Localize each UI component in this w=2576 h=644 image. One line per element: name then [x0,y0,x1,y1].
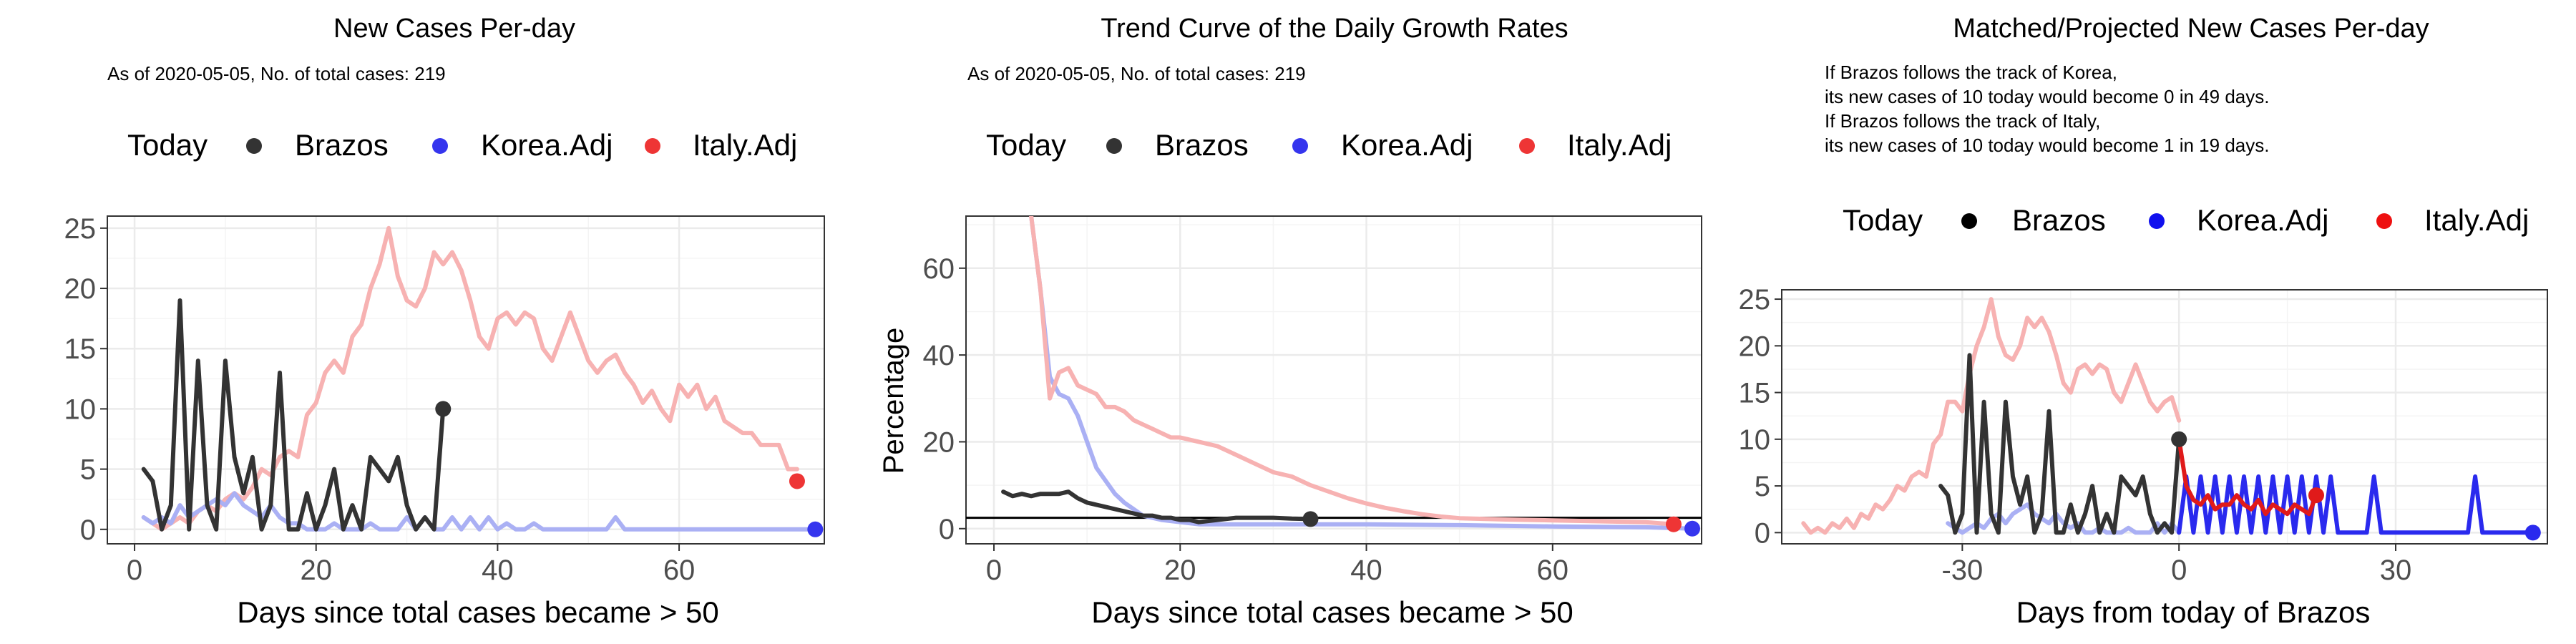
x-axis-title: Days since total cases became > 50 [237,595,719,629]
today-point-italy-adj [789,473,805,489]
y-tick-label: 20 [923,426,955,458]
x-tick-label: 0 [127,555,142,586]
series-line-italy-adj [1801,297,2182,535]
legend-label-korea: Korea.Adj [2197,203,2328,237]
panel-border [107,215,825,545]
plot-area: 0 20 40 60 0 5 10 15 20 25 [64,213,825,586]
chart-subtitle-line: As of 2020-05-05, No. of total cases: 21… [107,63,446,84]
series-line-brazos [1938,353,2182,535]
y-tick-label: 5 [80,454,96,486]
series-line-korea-adj [1946,502,2182,535]
legend-key-korea [2149,213,2165,229]
series-line-korea-adj [141,491,818,532]
x-tick-label: 0 [2171,555,2187,586]
y-tick-label: 10 [64,394,97,425]
legend-label-italy: Italy.Adj [2424,203,2529,237]
y-tick-label: 40 [923,340,955,371]
y-axis-title: Percentage [878,328,909,474]
panel-new-cases: New Cases Per-day As of 2020-05-05, No. … [64,14,825,629]
y-tick-label: 25 [1739,284,1771,316]
y-tick-label: 15 [1739,378,1771,409]
today-point-italy-adj [1665,516,1682,532]
series-layer [966,216,1702,531]
legend-key-italy [2376,213,2392,229]
legend-title: Today [127,128,208,162]
chart-subtitle-line: its new cases of 10 today would become 1… [1825,135,2269,156]
legend: Today Brazos Korea.Adj Italy.Adj [127,128,797,162]
x-tick-label: 20 [300,555,332,586]
y-tick-label: 5 [1755,471,1770,502]
today-point-korea-adj [807,521,824,537]
legend-key-brazos [246,138,262,154]
today-point-italy-adj-projection [2308,487,2324,504]
y-tick-label: 0 [1755,517,1770,549]
y-tick-label: 25 [64,213,97,245]
legend-key-italy [645,138,660,154]
legend-key-korea [1292,138,1308,154]
chart-subtitle-line: If Brazos follows the track of Korea, [1825,62,2117,83]
series-line-italy-adj-projection [2177,436,2318,517]
y-tick-label: 60 [923,253,955,285]
chart-subtitle-line: As of 2020-05-05, No. of total cases: 21… [967,63,1306,84]
legend-label-korea: Korea.Adj [481,128,613,162]
x-tick-label: 0 [986,555,1002,586]
chart-title: New Cases Per-day [333,14,575,44]
x-axis-title: Days from today of Brazos [2016,595,2371,629]
today-point-korea-adj [1684,520,1700,537]
plot-area: 0 20 40 60 0 20 40 60 [923,215,1702,586]
legend: Today Brazos Korea.Adj Italy.Adj [986,128,1672,162]
chart-title: Trend Curve of the Daily Growth Rates [1101,14,1568,44]
chart-title: Matched/Projected New Cases Per-day [1953,14,2429,44]
panel-border [965,215,1702,545]
series-line-italy-adj [141,225,799,532]
legend-key-brazos [1961,213,1977,229]
y-tick-label: 10 [1739,424,1771,456]
panel-projected-cases: Matched/Projected New Cases Per-day If B… [1739,14,2548,629]
x-tick-label: 60 [1537,555,1569,586]
series-layer [141,225,818,532]
legend-label-brazos: Brazos [2012,203,2106,237]
series-line-korea-adj-projection [2177,474,2535,535]
x-tick-label: -30 [1941,555,1983,586]
y-tick-label: 0 [80,514,96,546]
series-layer [1801,297,2535,535]
series-line-italy-adj [1029,216,1676,527]
legend-title: Today [986,128,1066,162]
today-point-korea-adj-projection [2524,525,2541,541]
legend-key-brazos [1106,138,1122,154]
series-line-brazos [141,298,446,532]
today-point-brazos [1302,511,1319,527]
legend-label-korea: Korea.Adj [1341,128,1473,162]
y-tick-label: 0 [939,514,955,545]
panel-border [1781,289,2548,545]
legend-label-brazos: Brazos [295,128,389,162]
series-line-korea-adj [1029,216,1694,531]
y-tick-label: 20 [64,273,97,305]
chart-subtitle-line: its new cases of 10 today would become 0… [1825,86,2269,107]
x-tick-label: 40 [1350,555,1382,586]
x-tick-label: 30 [2380,555,2412,586]
legend-key-italy [1519,138,1535,154]
legend-label-italy: Italy.Adj [1567,128,1672,162]
y-tick-label: 20 [1739,331,1771,362]
series-line-brazos [1001,489,1313,525]
x-tick-label: 40 [482,555,514,586]
plot-area: -30 0 30 0 5 10 15 20 25 [1739,284,2548,586]
legend-key-korea [432,138,448,154]
chart-subtitle-line: If Brazos follows the track of Italy, [1825,110,2100,132]
panel-growth-rates: Trend Curve of the Daily Growth Rates As… [878,14,1702,629]
legend: Today Brazos Korea.Adj Italy.Adj [1843,203,2529,237]
today-point-brazos [435,401,452,417]
x-axis-title: Days since total cases became > 50 [1091,595,1574,629]
legend-label-italy: Italy.Adj [693,128,797,162]
y-tick-label: 15 [64,333,97,365]
x-tick-label: 20 [1164,555,1196,586]
legend-title: Today [1843,203,1923,237]
x-tick-label: 60 [663,555,696,586]
today-point-brazos [2171,431,2187,447]
legend-label-brazos: Brazos [1155,128,1249,162]
